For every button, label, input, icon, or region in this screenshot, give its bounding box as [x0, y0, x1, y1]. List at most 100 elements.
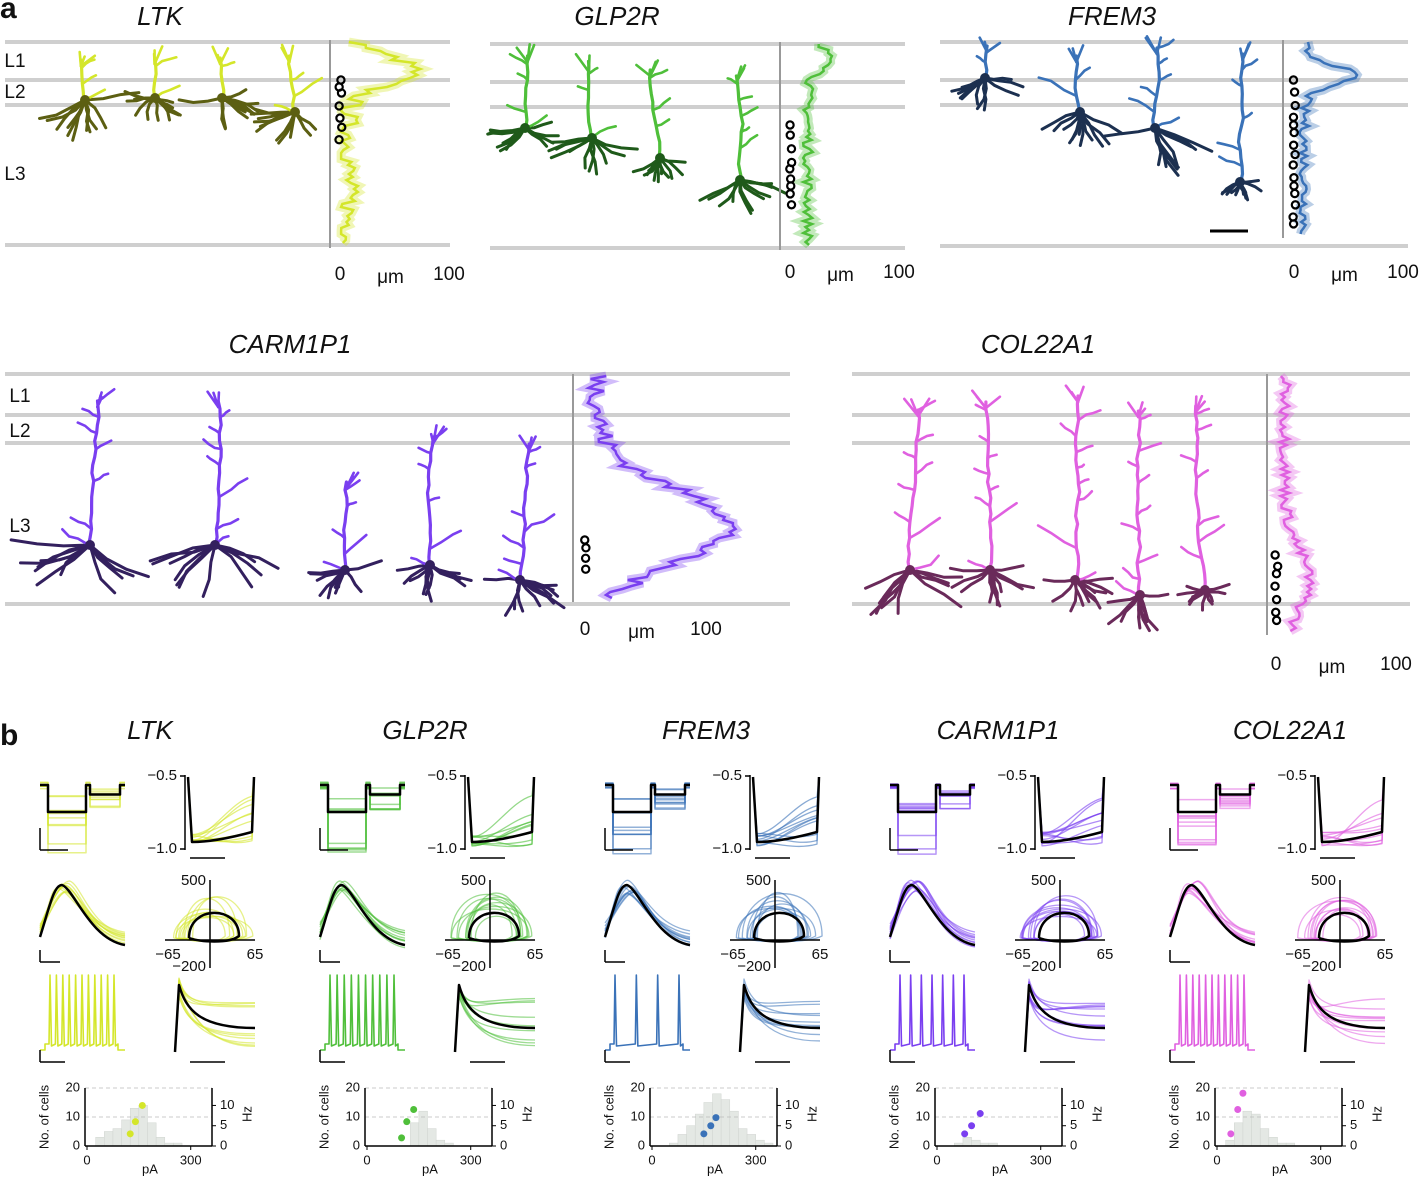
apical-tuft [735, 65, 743, 84]
soma-depth [1272, 561, 1283, 572]
basal-dendrite [421, 563, 432, 596]
soma-depth [335, 113, 345, 123]
depth-profile-band [574, 371, 743, 603]
apical-tuft [1144, 36, 1159, 56]
basal-dendrite [35, 543, 92, 587]
axis-tick: −65 [1005, 946, 1030, 963]
histogram-bar [1242, 1110, 1252, 1147]
trace [320, 974, 405, 1051]
y2-tick-label: 0 [785, 1137, 792, 1152]
apical-branch [908, 554, 940, 572]
y2-tick-label: 0 [500, 1137, 507, 1152]
apical-branch [1135, 553, 1159, 565]
trace [186, 776, 256, 844]
trace [173, 983, 256, 1053]
basal-dendrite [252, 110, 297, 124]
soma [905, 565, 915, 575]
y-tick-label: 0 [1203, 1137, 1210, 1152]
x-axis-label: pA [707, 1161, 723, 1176]
apical-branch [81, 74, 98, 86]
apical-tuft [587, 54, 591, 74]
basal-dendrite [275, 110, 297, 142]
basal-dendrite [177, 543, 217, 589]
trace [605, 974, 690, 1051]
fi-point [131, 1118, 139, 1126]
soma-depth [1271, 594, 1282, 605]
apical-branch [510, 510, 526, 518]
basal-dendrite [554, 136, 594, 151]
trace [1168, 883, 1256, 947]
group-title: LTK [137, 1, 184, 31]
axis-tick: −200 [1022, 958, 1056, 975]
apical-branch [61, 528, 90, 547]
soma-depth [334, 101, 344, 111]
apical-branch [1074, 66, 1091, 82]
soma-depth [580, 535, 590, 545]
apical-branch [1137, 473, 1151, 485]
apical-branch [1216, 141, 1242, 152]
y-tick-label: 20 [66, 1079, 80, 1094]
soma [80, 95, 90, 105]
apical-branch [1218, 155, 1244, 168]
apical-branch [427, 496, 441, 503]
soma [655, 153, 665, 163]
axis-unit: μm [1331, 265, 1358, 286]
apical-branch [893, 511, 912, 524]
x-axis-label: pA [992, 1161, 1008, 1176]
basal-dendrite [201, 543, 217, 598]
basal-dendrite [738, 178, 772, 199]
apical-branch [1036, 524, 1078, 550]
apical-branch [1158, 73, 1173, 82]
x-axis-label: pA [422, 1161, 438, 1176]
basal-dendrite [908, 568, 964, 579]
basal-dendrite [9, 538, 92, 548]
basal-dendrite [518, 578, 566, 610]
group-title: GLP2R [574, 1, 659, 31]
basal-dendrite [177, 96, 224, 105]
soma-depth [1270, 581, 1280, 591]
apical-branch [651, 97, 672, 112]
panel-label: b [0, 719, 18, 752]
x-axis-label: pA [1272, 1161, 1288, 1176]
y2-tick-label: 0 [1070, 1137, 1077, 1152]
trace [38, 883, 126, 947]
apical-branch [1077, 409, 1102, 422]
y2-axis-label: Hz [1369, 1106, 1384, 1122]
y2-tick-label: 5 [500, 1117, 507, 1132]
soma-depth [786, 144, 797, 154]
trace [1170, 783, 1255, 814]
apical-branch [81, 407, 101, 419]
y2-axis-label: Hz [804, 1106, 819, 1122]
y-tick-label: 0 [353, 1137, 360, 1152]
axis-tick: 100 [883, 262, 915, 283]
y-tick-label: −1.0 [147, 840, 177, 857]
trace [320, 783, 405, 814]
apical-branch [522, 513, 556, 534]
apical-branch [502, 557, 524, 566]
y2-axis-label: Hz [519, 1106, 534, 1122]
histogram-bar [435, 1139, 446, 1147]
trace [1024, 978, 1106, 1053]
x-tick-label: 0 [83, 1152, 90, 1167]
basal-dendrite [1052, 110, 1082, 133]
soma [587, 133, 597, 143]
axis-tick: 0 [335, 264, 346, 285]
trace [467, 776, 535, 847]
axis-tick: 100 [1380, 654, 1412, 675]
trace [752, 776, 820, 846]
basal-dendrite [874, 568, 912, 615]
trace [604, 890, 691, 940]
basal-dendrite [1073, 578, 1114, 596]
trace [752, 776, 820, 837]
y-tick-label: 10 [631, 1108, 645, 1123]
histogram-bar [155, 1137, 166, 1147]
apical-branch [587, 66, 599, 76]
soma-depth [1270, 550, 1280, 560]
apical-tuft [280, 43, 291, 64]
apical-branch [1135, 504, 1152, 517]
apical-branch [345, 501, 358, 508]
basal-dendrite [45, 98, 87, 122]
soma [1070, 575, 1080, 585]
apical-branch [654, 118, 671, 128]
y-tick-label: 0 [923, 1137, 930, 1152]
